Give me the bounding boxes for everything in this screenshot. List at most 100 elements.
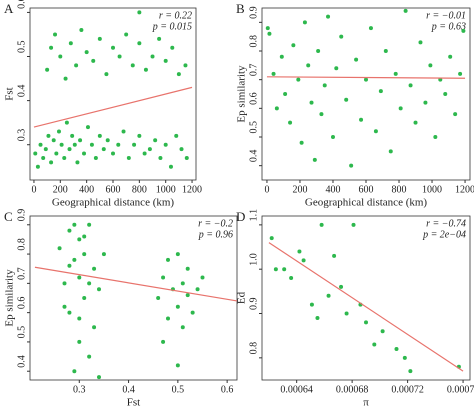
point [326,14,331,19]
point [319,222,324,227]
point [101,147,106,152]
point [59,142,64,147]
point [267,31,272,36]
point [301,258,306,263]
point [156,296,161,300]
panel-label: D [236,209,245,224]
point [166,316,170,321]
y-tick-label: 0.4 [248,150,259,163]
point [176,72,181,77]
point [67,263,72,268]
point [97,133,102,138]
point [408,369,413,374]
point [339,284,344,289]
annotation: r = −0.74 [426,218,466,229]
point [49,45,54,50]
point [87,281,92,286]
point [312,157,317,162]
point [157,36,162,41]
point [163,58,168,63]
point [380,329,385,334]
point [344,97,349,102]
point [82,234,87,239]
point [142,151,147,156]
point [63,76,68,81]
point [111,151,115,156]
x-tick-label: 0.00064 [280,384,313,395]
point [137,10,142,15]
point [344,311,349,316]
point [35,164,40,169]
point [175,304,180,309]
point [288,120,293,125]
x-tick-label: 1000 [156,184,176,195]
x-axis-label: Fst [127,397,140,407]
annotation: r = −0.01 [426,10,466,21]
point [92,266,97,271]
point [161,339,166,344]
point [82,252,87,257]
plot-frame [261,7,471,181]
point [428,63,433,68]
x-tick-label: 200 [53,184,68,195]
x-tick-label: 1200 [455,184,474,195]
x-tick-label: 600 [359,184,374,195]
point [364,320,368,325]
point [297,249,302,254]
point [408,83,413,88]
point [82,296,87,300]
x-tick-label: 1200 [182,184,202,195]
point [349,163,354,168]
y-axis-label: Ed [236,291,248,304]
point [378,89,383,94]
point [87,354,92,359]
point [153,138,158,143]
point [130,63,135,68]
point [402,355,407,360]
y-tick-label: 0.5 [16,41,27,54]
y-tick-label: 0.7 [248,64,259,77]
annotation: r = 0.22 [159,10,192,21]
point [282,267,287,272]
point [433,135,438,139]
point [332,253,337,258]
point [70,133,75,138]
x-tick-label: 0 [264,184,269,195]
point [101,252,106,257]
y-tick-label: 0.9 [248,6,259,19]
point [299,140,304,145]
point [56,129,61,134]
point [147,147,152,152]
point [372,342,377,347]
point [330,135,335,139]
point [453,112,458,117]
point [458,71,463,76]
point [104,72,109,77]
point [45,67,50,72]
x-tick-label: 200 [292,184,307,195]
point [111,45,115,50]
point [339,34,344,39]
point [97,375,101,380]
point [283,92,288,96]
point [78,138,83,143]
point [170,45,175,50]
annotation: p = 0.015 [152,21,192,32]
point [58,54,63,59]
point [116,142,121,147]
y-tick-label: 0.7 [16,267,27,280]
point [279,54,284,59]
point [77,316,82,321]
point [302,20,307,25]
point [57,246,62,251]
y-tick-label: 0.6 [248,92,259,105]
y-tick-label: 0.6 [16,0,27,9]
point [124,32,129,37]
point [438,77,443,82]
point [423,100,428,105]
point [306,63,311,68]
point [137,133,142,138]
x-tick-label: 800 [132,184,147,195]
point [388,149,393,154]
point [67,228,72,233]
